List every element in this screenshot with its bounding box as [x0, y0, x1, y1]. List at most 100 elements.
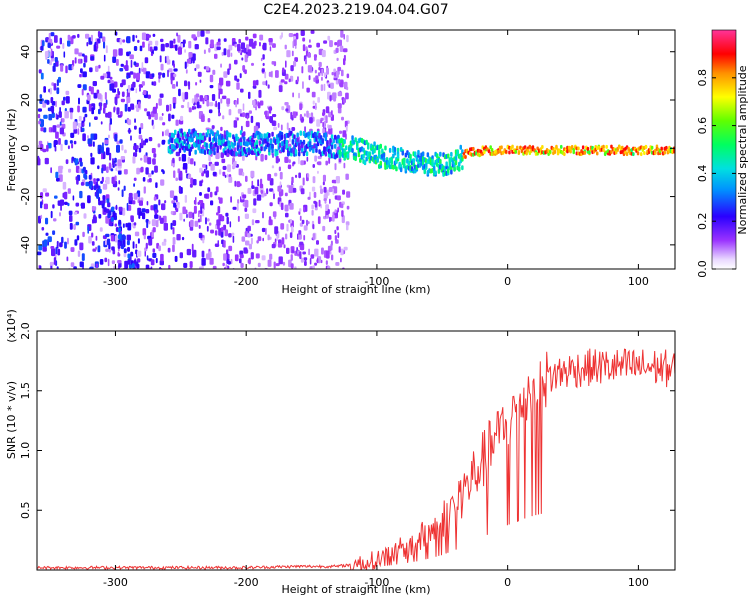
spectrogram-cell [52, 65, 56, 72]
spectrogram-cell [310, 30, 315, 34]
spectrogram-cell [154, 214, 159, 219]
spectrogram-cell [325, 115, 328, 124]
spectrogram-cell [45, 217, 49, 225]
spectrogram-cell [284, 44, 287, 50]
spectrogram-cell [314, 54, 317, 61]
spectrogram-cell [234, 180, 237, 187]
spectrogram-cell [337, 39, 342, 47]
spectrogram-cell [139, 45, 143, 52]
spectrogram-cell [312, 233, 316, 240]
spectrogram-cell [322, 225, 326, 232]
spectrogram-cell [116, 59, 119, 66]
spectrogram-cell [128, 192, 133, 201]
spectrogram-cell [129, 54, 134, 60]
spectrogram-cell [262, 42, 267, 51]
spectrogram-cell [256, 194, 262, 201]
spectrogram-cell [106, 147, 110, 156]
spectrogram-cell [331, 110, 333, 116]
spectrogram-cell [150, 266, 153, 269]
x-tick-label: -300 [103, 275, 128, 288]
spectrogram-cell [337, 103, 342, 109]
spectrogram-cell [191, 98, 195, 104]
spectrogram-cell [331, 71, 334, 76]
spectrogram-cell [178, 88, 181, 97]
spectrogram-cell [201, 265, 204, 269]
spectrogram-cell [259, 41, 261, 47]
spectrogram-cell [211, 125, 215, 129]
spectrogram-cell [289, 203, 294, 210]
spectrogram-cell [90, 34, 93, 42]
spectrogram-cell [136, 145, 139, 150]
spectrogram-cell [323, 72, 327, 78]
spectrogram-cell [505, 149, 508, 154]
spectrogram-cell [155, 182, 158, 189]
colorbar-gradient [712, 30, 736, 269]
spectrogram-cell [253, 198, 257, 206]
spectrogram-cell [51, 248, 56, 257]
spectrogram-cell [218, 91, 220, 100]
spectrogram-cell [309, 258, 312, 265]
spectrogram-cell [199, 180, 203, 187]
spectrogram-cell [58, 165, 63, 174]
spectrogram-cell [221, 226, 224, 233]
spectrogram-cell [189, 183, 193, 188]
spectrogram-cell [262, 54, 265, 60]
spectrogram-cell [72, 35, 76, 39]
x-tick-label: -300 [103, 576, 128, 589]
spectrogram-cell [332, 138, 335, 144]
spectrogram-cell [555, 144, 558, 149]
spectrogram-cell [218, 169, 222, 175]
spectrogram-cell [644, 144, 648, 149]
spectrogram-cell [62, 42, 65, 49]
spectrogram-cell [112, 49, 118, 57]
spectrogram-cell [267, 173, 272, 181]
spectrogram-cell [45, 232, 49, 236]
spectrogram-cell [173, 38, 176, 44]
spectrogram-cell [126, 96, 131, 103]
spectrogram-cell [106, 71, 111, 79]
spectrogram-cell [332, 214, 335, 222]
spectrogram-cell [95, 263, 99, 269]
spectrogram-cell [272, 114, 277, 118]
spectrogram-cell [43, 86, 46, 93]
spectrogram-cell [117, 159, 122, 167]
spectrogram-cell [269, 236, 272, 240]
spectrogram-cell [152, 124, 155, 130]
spectrogram-cell [160, 43, 165, 52]
y-tick-label: 1.5 [19, 382, 32, 400]
spectrogram-cell [299, 103, 303, 111]
spectrogram-cell [148, 178, 152, 183]
spectrogram-cell [395, 166, 398, 172]
spectrogram-cell [174, 206, 177, 211]
spectrogram-cell [228, 245, 233, 252]
spectrogram-cell [77, 84, 82, 88]
y-tick-label: 1.0 [19, 442, 32, 460]
spectrogram-cell [114, 96, 118, 105]
spectrogram-cell [203, 150, 207, 155]
spectrogram-cell [53, 218, 57, 222]
spectrogram-cell [199, 266, 202, 269]
spectrogram-cell [570, 145, 574, 149]
spectrogram-cell [340, 248, 344, 256]
spectrogram-cell [72, 121, 77, 130]
spectrogram-cell [68, 168, 72, 173]
spectrogram-cell [346, 86, 349, 91]
spectrogram-cell [234, 254, 239, 262]
spectrogram-cell [153, 46, 158, 51]
spectrogram-cell [285, 233, 288, 240]
spectrogram-cell [236, 82, 240, 90]
spectrogram-cell [271, 165, 275, 169]
spectrogram-cell [82, 133, 86, 142]
spectrogram-cell [281, 32, 283, 38]
spectrogram-cell [297, 250, 300, 254]
spectrogram-cell [120, 156, 126, 160]
spectrogram-cell [339, 130, 343, 134]
spectrogram-cell [215, 100, 217, 108]
spectrogram-cell [322, 128, 326, 134]
spectrogram-cell [222, 262, 225, 267]
spectrogram-cell [115, 204, 118, 211]
spectrogram-cell [173, 202, 177, 208]
spectrogram-cell [101, 176, 104, 183]
spectrogram-cell [164, 56, 167, 64]
spectrogram-cell [284, 81, 288, 85]
